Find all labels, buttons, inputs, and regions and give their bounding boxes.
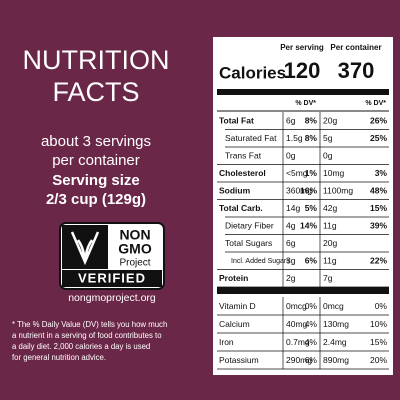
container-dv: 15% [370, 337, 387, 347]
thick-rule [217, 287, 389, 294]
container-dv: 48% [370, 186, 387, 196]
container-dv: 22% [370, 256, 387, 266]
column-header: Per serving [280, 43, 324, 52]
serving-amount: 0.7mg [286, 337, 310, 347]
container-dv: 39% [370, 221, 387, 231]
nutrient-label: Vitamin D [219, 301, 256, 311]
container-dv: 10% [370, 319, 387, 329]
container-amount: 0g [323, 151, 333, 161]
container-dv: 20% [370, 355, 387, 365]
badge-text: Project [119, 258, 150, 269]
nutrient-label: Total Fat [219, 116, 254, 126]
container-amount: 0mcg [323, 301, 344, 311]
serving-amount: 360mg [286, 186, 312, 196]
container-amount: 130mg [323, 319, 349, 329]
serving-amount: 1.5g [286, 133, 303, 143]
container-dv: 26% [370, 116, 387, 126]
nutrient-label: Potassium [219, 355, 259, 365]
badge-url: nongmoproject.org [68, 292, 156, 304]
nutrient-label: Dietary Fiber [225, 221, 274, 231]
serving-amount: 4g [286, 221, 296, 231]
serving-amount: 0g [286, 151, 296, 161]
title: FACTS [52, 77, 139, 107]
serving-dv: 4% [305, 337, 318, 347]
container-amount: 10mg [323, 168, 345, 178]
container-dv: 25% [370, 133, 387, 143]
serving-amount: 6g [286, 238, 296, 248]
serving-amount: 290mg [286, 355, 312, 365]
badge-text: GMO [118, 241, 152, 257]
column-header: Per container [330, 43, 381, 52]
nutrient-label: Protein [219, 273, 248, 283]
dv-header: % DV* [365, 100, 386, 107]
nutrient-rows: Total Fat 6g 8% 20g 26% Saturated Fat 1.5g 8% 5g… [217, 112, 389, 370]
non-gmo-badge: NON GMO Project VERIFIED nongmoproject.o… [59, 222, 165, 304]
container-dv: 0% [375, 301, 388, 311]
footnote: a daily diet. 2,000 calories a day is us… [12, 342, 150, 351]
serving-dv: 6% [305, 355, 318, 365]
serving-dv: 6% [305, 256, 318, 266]
dv-header: % DV* [295, 100, 316, 107]
nutrient-label: Trans Fat [225, 151, 262, 161]
nutrient-label: Incl. Added Sugars [231, 258, 290, 265]
calories-label: Calories [219, 63, 286, 82]
footnote: * The % Daily Value (DV) tells you how m… [12, 320, 167, 329]
container-amount: 1100mg [323, 186, 353, 196]
serving-size: 2/3 cup (129g) [46, 191, 146, 208]
container-dv: 3% [375, 168, 388, 178]
serving-dv: 4% [305, 319, 318, 329]
nutrient-label: Calcium [219, 319, 250, 329]
badge-band [62, 270, 162, 287]
container-amount: 2.4mg [323, 337, 347, 347]
footnote: for general nutrition advice. [12, 353, 106, 362]
serving-amount: 3g [286, 256, 296, 266]
nutrient-label: Saturated Fat [225, 133, 277, 143]
serving-amount: 0mcg [286, 301, 307, 311]
serving-size: Serving size [52, 172, 140, 189]
nutrient-label: Total Carb. [219, 203, 263, 213]
serving-amount: 14g [286, 203, 300, 213]
servings: per container [52, 152, 140, 169]
title: NUTRITION [23, 45, 170, 75]
badge-icon [70, 231, 100, 266]
nutrient-label: Total Sugars [225, 238, 272, 248]
calories-value: 370 [338, 58, 375, 83]
serving-dv: 16% [300, 186, 317, 196]
nutrient-label: Iron [219, 337, 234, 347]
container-amount: 11g [323, 221, 337, 231]
container-amount: 890mg [323, 355, 349, 365]
serving-amount: 6g [286, 116, 296, 126]
container-dv: 15% [370, 203, 387, 213]
container-amount: 20g [323, 116, 337, 126]
thick-rule [217, 89, 389, 95]
calories-value: 120 [284, 58, 321, 83]
serving-dv: 8% [305, 116, 318, 126]
serving-dv: 5% [305, 203, 318, 213]
container-amount: 5g [323, 133, 333, 143]
badge-verified: VERIFIED [78, 270, 146, 285]
container-amount: 11g [323, 256, 337, 266]
servings: about 3 servings [41, 133, 151, 150]
container-amount: 42g [323, 203, 337, 213]
serving-amount: 40mg [286, 319, 308, 329]
badge-text: NON [119, 227, 150, 243]
footnote: a nutrient in a serving of food contribu… [12, 331, 162, 340]
serving-dv: 8% [305, 133, 318, 143]
container-amount: 20g [323, 238, 337, 248]
nutrient-label: Cholesterol [219, 168, 266, 178]
container-amount: 7g [323, 273, 333, 283]
serving-dv: 14% [300, 221, 317, 231]
nutrient-label: Sodium [219, 186, 251, 196]
serving-dv: 0% [305, 301, 318, 311]
serving-amount: 2g [286, 273, 296, 283]
serving-amount: <5mg [286, 168, 308, 178]
serving-dv: 1% [305, 168, 318, 178]
